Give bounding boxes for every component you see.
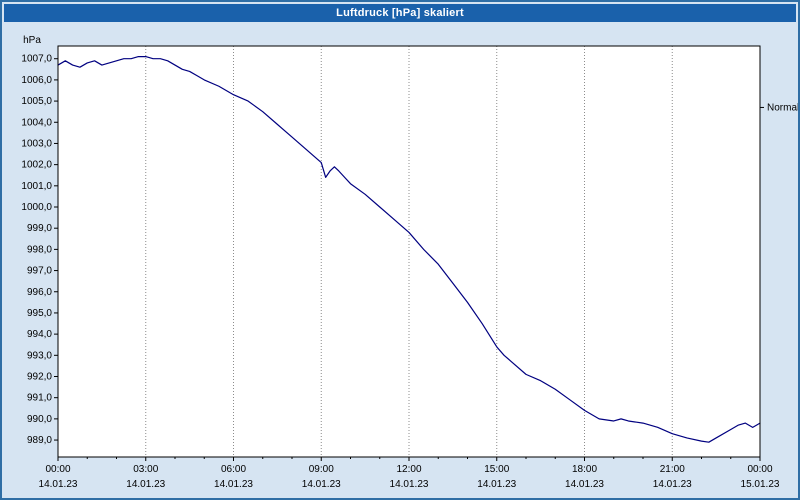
x-axis: 00:00 14.01.23 03:00 14.01.23 06:00 14.01.23 0… [39, 457, 780, 490]
svg-text:1001,0: 1001,0 [21, 181, 52, 192]
svg-text:1006,0: 1006,0 [21, 75, 52, 86]
chart-title-bar: Luftdruck [hPa] skaliert [4, 4, 796, 22]
svg-text:14.01.23: 14.01.23 [565, 479, 604, 490]
svg-text:995,0: 995,0 [27, 308, 52, 319]
normal-annotation: Normal [760, 102, 799, 113]
plot-area [58, 46, 760, 457]
svg-text:998,0: 998,0 [27, 244, 52, 255]
svg-text:15:00: 15:00 [484, 464, 509, 475]
svg-text:996,0: 996,0 [27, 287, 52, 298]
svg-text:14.01.23: 14.01.23 [390, 479, 429, 490]
svg-text:14.01.23: 14.01.23 [126, 479, 165, 490]
series-line [57, 55, 761, 443]
svg-text:18:00: 18:00 [572, 464, 597, 475]
svg-text:14.01.23: 14.01.23 [39, 479, 78, 490]
svg-text:997,0: 997,0 [27, 266, 52, 277]
svg-text:999,0: 999,0 [27, 223, 52, 234]
svg-text:14.01.23: 14.01.23 [214, 479, 253, 490]
svg-text:991,0: 991,0 [27, 393, 52, 404]
svg-text:1005,0: 1005,0 [21, 96, 52, 107]
svg-text:03:00: 03:00 [133, 464, 158, 475]
svg-text:1002,0: 1002,0 [21, 160, 52, 171]
svg-text:1004,0: 1004,0 [21, 117, 52, 128]
y-axis: 1007,0 1006,0 1005,0 1004,0 1003,0 1002,0 1001… [21, 35, 58, 446]
svg-text:989,0: 989,0 [27, 435, 52, 446]
svg-text:14.01.23: 14.01.23 [302, 479, 341, 490]
svg-text:00:00: 00:00 [45, 464, 70, 475]
svg-text:14.01.23: 14.01.23 [477, 479, 516, 490]
svg-text:12:00: 12:00 [396, 464, 421, 475]
svg-text:15.01.23: 15.01.23 [741, 479, 780, 490]
y-axis-unit-label: hPa [23, 35, 41, 46]
svg-text:992,0: 992,0 [27, 371, 52, 382]
svg-text:09:00: 09:00 [309, 464, 334, 475]
svg-text:21:00: 21:00 [660, 464, 685, 475]
svg-text:00:00: 00:00 [747, 464, 772, 475]
svg-text:1000,0: 1000,0 [21, 202, 52, 213]
svg-text:06:00: 06:00 [221, 464, 246, 475]
svg-text:993,0: 993,0 [27, 350, 52, 361]
grid-lines [145, 46, 673, 457]
svg-text:14.01.23: 14.01.23 [653, 479, 692, 490]
svg-text:994,0: 994,0 [27, 329, 52, 340]
svg-text:1007,0: 1007,0 [21, 54, 52, 65]
svg-text:1003,0: 1003,0 [21, 138, 52, 149]
normal-annotation-label: Normal [767, 102, 799, 113]
svg-text:990,0: 990,0 [27, 414, 52, 425]
